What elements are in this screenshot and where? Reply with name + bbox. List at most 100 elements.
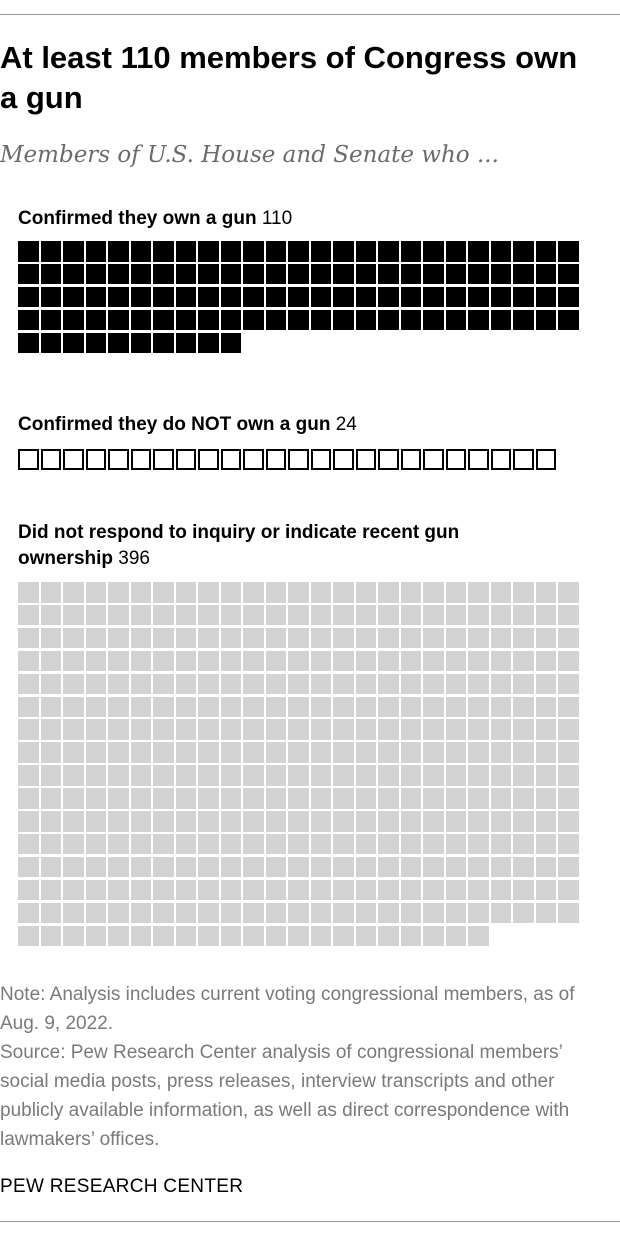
waffle-unit-own bbox=[400, 309, 421, 331]
waffle-unit-no-response bbox=[423, 788, 444, 809]
waffle-unit-not-own bbox=[243, 449, 264, 470]
waffle-unit-no-response bbox=[423, 696, 444, 717]
waffle-unit-no-response bbox=[378, 925, 399, 946]
waffle-unit-no-response bbox=[63, 811, 84, 832]
waffle-unit-no-response bbox=[288, 856, 309, 878]
waffle-unit-own bbox=[198, 332, 219, 354]
waffle-unit-no-response bbox=[333, 650, 354, 672]
waffle-unit-own bbox=[63, 309, 84, 331]
waffle-unit-no-response bbox=[490, 696, 511, 717]
waffle-unit-no-response bbox=[490, 650, 511, 672]
waffle-unit-no-response bbox=[175, 811, 196, 832]
waffle-unit-own bbox=[153, 309, 174, 331]
waffle-unit-own bbox=[288, 286, 309, 308]
waffle-unit-no-response bbox=[513, 719, 534, 740]
waffle-unit-own bbox=[558, 241, 579, 262]
waffle-unit-own bbox=[423, 286, 444, 308]
waffle-unit-own bbox=[535, 309, 556, 331]
waffle-unit-no-response bbox=[355, 650, 376, 672]
waffle-unit-own bbox=[535, 263, 556, 285]
waffle-unit-no-response bbox=[63, 719, 84, 740]
waffle-unit-no-response bbox=[490, 765, 511, 786]
waffle-unit-no-response bbox=[378, 765, 399, 786]
waffle-unit-own bbox=[468, 263, 489, 285]
waffle-unit-no-response bbox=[423, 811, 444, 832]
waffle-unit-no-response bbox=[558, 650, 579, 672]
waffle-unit-no-response bbox=[333, 879, 354, 901]
waffle-unit-no-response bbox=[513, 650, 534, 672]
waffle-unit-no-response bbox=[513, 673, 534, 695]
waffle-unit-no-response bbox=[378, 833, 399, 855]
waffle-unit-own bbox=[490, 309, 511, 331]
waffle-unit-no-response bbox=[198, 833, 219, 855]
waffle-unit-no-response bbox=[445, 925, 466, 946]
waffle-unit-no-response bbox=[513, 604, 534, 626]
waffle-unit-no-response bbox=[198, 902, 219, 924]
waffle-unit-no-response bbox=[468, 788, 489, 809]
waffle-unit-no-response bbox=[63, 673, 84, 695]
waffle-unit-no-response bbox=[175, 856, 196, 878]
waffle-unit-no-response bbox=[198, 650, 219, 672]
category-label-own: Confirmed they own a gun 110 bbox=[18, 206, 292, 232]
waffle-unit-no-response bbox=[198, 925, 219, 946]
waffle-unit-no-response bbox=[333, 902, 354, 924]
waffle-unit-no-response bbox=[220, 811, 241, 832]
waffle-unit-no-response bbox=[130, 833, 151, 855]
waffle-unit-no-response bbox=[85, 833, 106, 855]
waffle-unit-no-response bbox=[468, 582, 489, 603]
waffle-unit-no-response bbox=[63, 856, 84, 878]
waffle-unit-own bbox=[423, 263, 444, 285]
waffle-unit-no-response bbox=[400, 627, 421, 649]
waffle-unit-no-response bbox=[513, 742, 534, 763]
waffle-unit-own bbox=[63, 286, 84, 308]
waffle-unit-no-response bbox=[355, 788, 376, 809]
waffle-unit-no-response bbox=[535, 902, 556, 924]
waffle-unit-no-response bbox=[378, 856, 399, 878]
waffle-unit-own bbox=[355, 309, 376, 331]
waffle-unit-no-response bbox=[85, 902, 106, 924]
waffle-unit-no-response bbox=[288, 811, 309, 832]
waffle-unit-no-response bbox=[288, 833, 309, 855]
waffle-unit-no-response bbox=[40, 696, 61, 717]
waffle-unit-no-response bbox=[175, 765, 196, 786]
waffle-unit-no-response bbox=[310, 765, 331, 786]
waffle-unit-no-response bbox=[535, 879, 556, 901]
waffle-unit-no-response bbox=[108, 719, 129, 740]
waffle-unit-no-response bbox=[490, 856, 511, 878]
waffle-unit-no-response bbox=[378, 650, 399, 672]
waffle-unit-no-response bbox=[378, 582, 399, 603]
waffle-unit-no-response bbox=[40, 925, 61, 946]
waffle-unit-own bbox=[175, 241, 196, 262]
waffle-unit-own bbox=[288, 309, 309, 331]
waffle-unit-own bbox=[198, 286, 219, 308]
waffle-unit-no-response bbox=[355, 627, 376, 649]
waffle-unit-no-response bbox=[513, 856, 534, 878]
waffle-unit-no-response bbox=[535, 811, 556, 832]
waffle-unit-own bbox=[423, 309, 444, 331]
waffle-unit-no-response bbox=[153, 627, 174, 649]
waffle-unit-own bbox=[288, 241, 309, 262]
waffle-unit-no-response bbox=[220, 788, 241, 809]
waffle-unit-no-response bbox=[18, 902, 39, 924]
bottom-rule bbox=[0, 1221, 620, 1222]
waffle-unit-own bbox=[108, 332, 129, 354]
waffle-unit-no-response bbox=[108, 765, 129, 786]
waffle-unit-not-own bbox=[513, 449, 534, 470]
waffle-unit-no-response bbox=[445, 788, 466, 809]
waffle-unit-no-response bbox=[108, 627, 129, 649]
waffle-unit-no-response bbox=[18, 742, 39, 763]
waffle-unit-no-response bbox=[130, 742, 151, 763]
waffle-unit-no-response bbox=[558, 879, 579, 901]
waffle-unit-no-response bbox=[423, 765, 444, 786]
category-name-no-response: Did not respond to inquiry or indicate r… bbox=[18, 522, 460, 569]
waffle-unit-own bbox=[198, 241, 219, 262]
waffle-unit-no-response bbox=[18, 833, 39, 855]
waffle-unit-no-response bbox=[220, 673, 241, 695]
waffle-unit-no-response bbox=[333, 673, 354, 695]
waffle-unit-no-response bbox=[468, 742, 489, 763]
waffle-unit-own bbox=[18, 241, 39, 262]
waffle-unit-no-response bbox=[153, 742, 174, 763]
waffle-unit-no-response bbox=[220, 879, 241, 901]
waffle-unit-own bbox=[265, 309, 286, 331]
waffle-unit-no-response bbox=[153, 788, 174, 809]
